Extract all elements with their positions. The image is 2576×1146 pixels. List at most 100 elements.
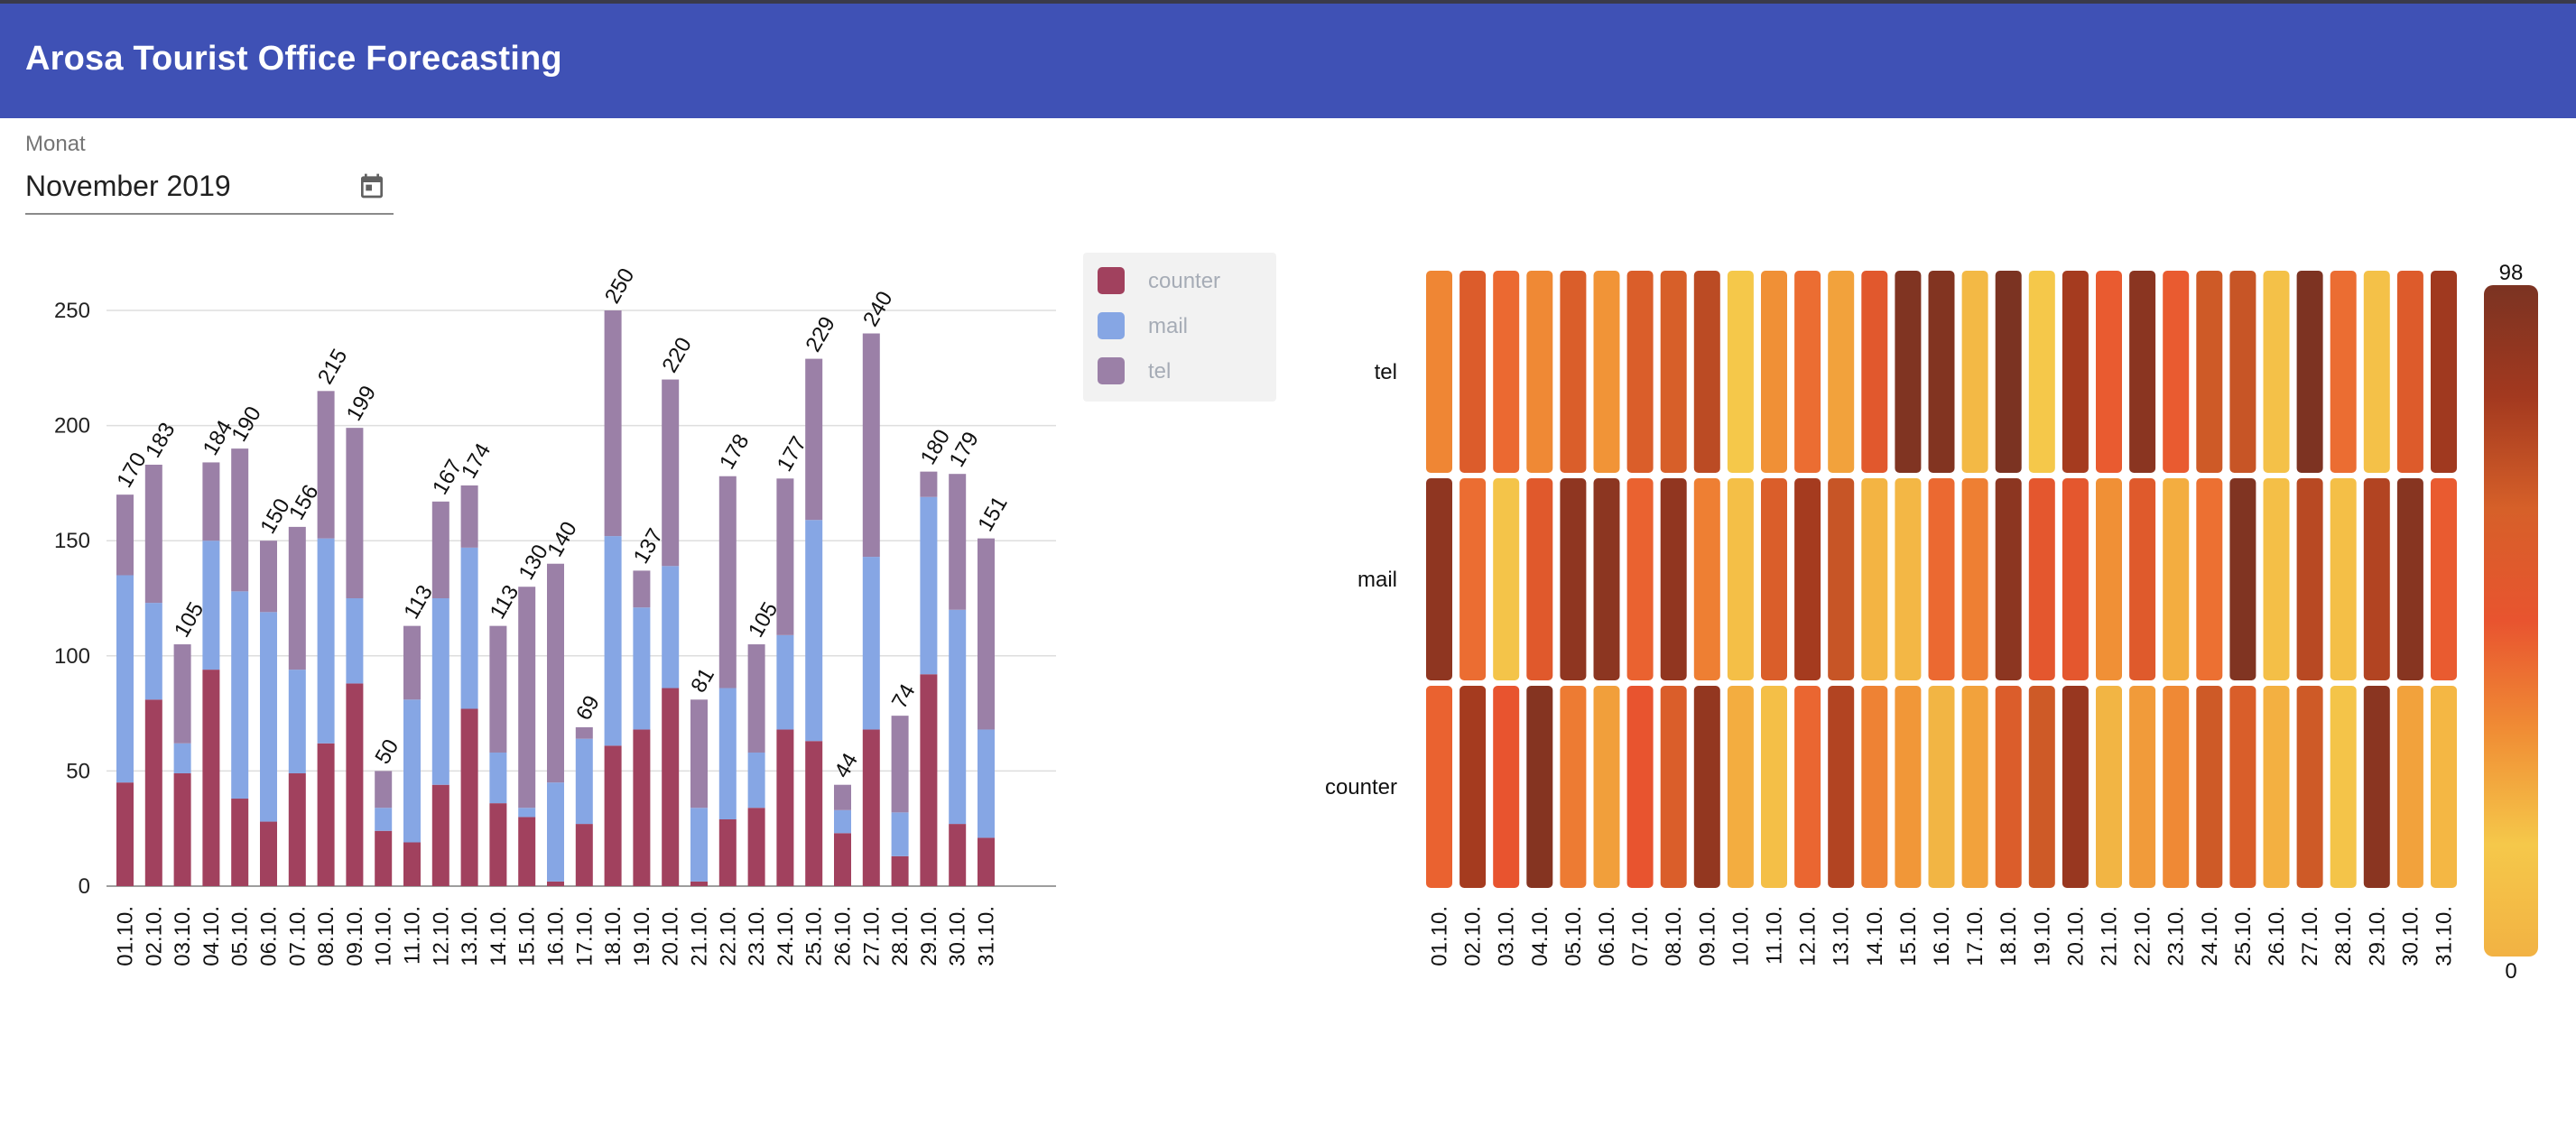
bar-segment-counter [260, 821, 277, 886]
bar-segment-counter [489, 803, 507, 886]
heatmap-x-label: 16.10. [1930, 906, 1954, 966]
bar-segment-tel [949, 474, 967, 610]
heatmap-cell [1794, 271, 1821, 473]
heatmap-cell [1961, 686, 1988, 888]
bar-segment-mail [288, 670, 306, 773]
heatmap-cell [1426, 686, 1452, 888]
heatmap-cell [1727, 686, 1754, 888]
heatmap-cell [1828, 478, 1855, 680]
heatmap-x-label: 06.10. [1595, 906, 1619, 966]
heatmap-cell [1560, 478, 1587, 680]
heatmap-cell [1928, 271, 1955, 473]
bar-segment-tel [604, 310, 622, 537]
x-tick-label: 01.10. [114, 906, 138, 966]
bar-segment-mail [431, 598, 449, 785]
heatmap-cell [1660, 271, 1687, 473]
bar-segment-tel [375, 771, 393, 809]
heatmap-x-label: 21.10. [2098, 906, 2122, 966]
x-tick-label: 05.10. [228, 906, 253, 966]
heatmap-x-label: 01.10. [1428, 906, 1452, 966]
bar-segment-counter [346, 683, 364, 886]
bar-segment-tel [260, 541, 277, 613]
x-tick-label: 23.10. [745, 906, 769, 966]
bar-segment-counter [403, 842, 421, 886]
y-tick-label: 200 [54, 414, 90, 439]
heatmap-cell [1727, 271, 1754, 473]
y-tick-label: 0 [79, 874, 90, 899]
heatmap-x-label: 13.10. [1830, 906, 1854, 966]
heatmap-cell [1995, 271, 2022, 473]
bar-total-label: 113 [399, 581, 438, 624]
bar-segment-mail [834, 809, 851, 834]
bar-segment-counter [891, 855, 909, 886]
x-tick-label: 03.10. [171, 906, 195, 966]
heatmap-cell [2296, 478, 2323, 680]
y-tick-label: 100 [54, 644, 90, 669]
month-input[interactable]: November 2019 [25, 170, 231, 202]
bar-total-label: 81 [686, 664, 719, 698]
x-tick-label: 15.10. [515, 906, 540, 966]
bar-segment-tel [920, 471, 938, 497]
heatmap-cell [1895, 478, 1922, 680]
bar-segment-mail [116, 575, 134, 783]
x-tick-label: 10.10. [372, 906, 396, 966]
y-tick-label: 50 [66, 759, 90, 783]
bar-total-label: 69 [571, 691, 605, 725]
heatmap-x-label: 22.10. [2131, 906, 2155, 966]
heatmap-cell [1493, 686, 1520, 888]
bar-segment-mail [489, 752, 507, 804]
heatmap-cell [1426, 478, 1452, 680]
colorbar-max-label: 98 [2499, 261, 2524, 285]
bar-segment-mail [805, 520, 823, 742]
heatmap-cell [2263, 686, 2290, 888]
heatmap-x-label: 03.10. [1495, 906, 1519, 966]
app-header: Arosa Tourist Office Forecasting [0, 0, 2576, 118]
heatmap-x-label: 20.10. [2063, 906, 2088, 966]
x-tick-label: 20.10. [659, 906, 683, 966]
bar-segment-tel [891, 716, 909, 813]
bar-total-label: 250 [600, 264, 639, 308]
heatmap-cell [1693, 271, 1720, 473]
bar-total-label: 190 [227, 402, 266, 446]
heatmap-cell [2363, 271, 2390, 473]
heatmap-cell [1660, 478, 1687, 680]
heatmap-cell [1828, 686, 1855, 888]
bar-segment-counter [144, 699, 162, 886]
bar-total-label: 240 [858, 287, 897, 330]
heatmap-cell [1727, 478, 1754, 680]
bar-total-label: 44 [829, 749, 863, 782]
x-tick-label: 09.10. [343, 906, 367, 966]
heatmap-cell [1560, 686, 1587, 888]
heatmap-cell [2296, 686, 2323, 888]
heatmap-cell [1961, 478, 1988, 680]
heatmap-cell [2028, 686, 2055, 888]
bar-segment-counter [431, 784, 449, 886]
heatmap-x-label: 04.10. [1528, 906, 1552, 966]
heatmap-row-label: mail [1357, 568, 1397, 592]
heatmap-cell [1493, 271, 1520, 473]
heatmap-cell [1861, 478, 1888, 680]
bar-segment-mail [747, 752, 765, 809]
x-tick-label: 21.10. [688, 906, 712, 966]
bar-segment-mail [862, 557, 880, 730]
heatmap-cell [1761, 271, 1787, 473]
legend-item-tel[interactable]: tel [1098, 357, 1269, 384]
legend-item-counter[interactable]: counter [1098, 267, 1269, 294]
heatmap-cell [2330, 478, 2357, 680]
bar-segment-mail [403, 699, 421, 843]
calendar-icon[interactable] [357, 171, 386, 200]
month-picker[interactable]: Monat November 2019 [25, 132, 394, 215]
heatmap-cell [1895, 686, 1922, 888]
bar-total-label: 199 [342, 382, 381, 425]
bar-segment-tel [862, 333, 880, 558]
heatmap-row-label: tel [1375, 360, 1397, 384]
legend-item-mail[interactable]: mail [1098, 312, 1269, 339]
bar-segment-mail [260, 612, 277, 822]
bar-segment-tel [690, 699, 708, 809]
x-tick-label: 04.10. [199, 906, 224, 966]
bar-segment-counter [920, 674, 938, 886]
bar-segment-tel [403, 625, 421, 700]
heatmap-x-label: 07.10. [1628, 906, 1653, 966]
bar-segment-counter [978, 837, 995, 886]
x-tick-label: 30.10. [946, 906, 970, 966]
